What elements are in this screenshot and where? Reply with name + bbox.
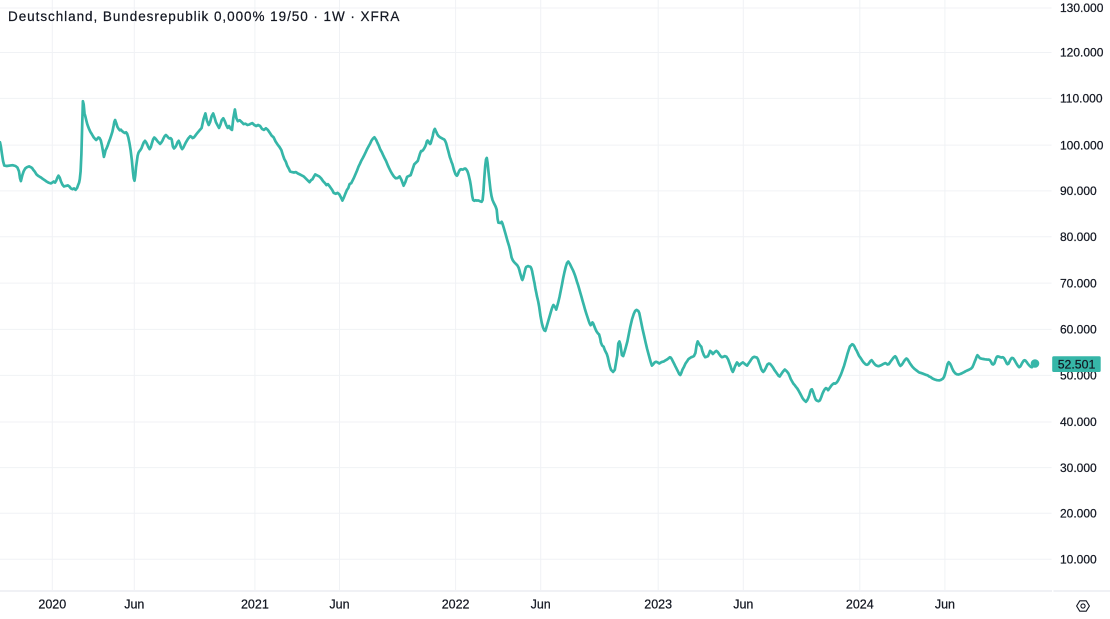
- svg-text:10.000: 10.000: [1060, 553, 1097, 567]
- svg-text:Deutschland, Bundesrepublik 0,: Deutschland, Bundesrepublik 0,000% 19/50…: [8, 9, 400, 24]
- svg-text:30.000: 30.000: [1060, 461, 1097, 475]
- svg-text:2022: 2022: [442, 598, 470, 612]
- svg-text:20.000: 20.000: [1060, 506, 1097, 520]
- svg-text:Jun: Jun: [124, 598, 144, 612]
- svg-text:60.000: 60.000: [1060, 323, 1097, 337]
- svg-text:Jun: Jun: [329, 598, 349, 612]
- svg-text:40.000: 40.000: [1060, 415, 1097, 429]
- svg-text:110.000: 110.000: [1060, 92, 1103, 106]
- svg-text:130.000: 130.000: [1060, 1, 1104, 15]
- svg-text:Jun: Jun: [733, 598, 753, 612]
- svg-text:52.501: 52.501: [1058, 358, 1096, 372]
- svg-text:Jun: Jun: [531, 598, 551, 612]
- svg-text:80.000: 80.000: [1060, 230, 1097, 244]
- svg-text:2020: 2020: [38, 598, 66, 612]
- svg-text:Jun: Jun: [935, 598, 955, 612]
- svg-text:50.000: 50.000: [1060, 369, 1097, 383]
- svg-text:90.000: 90.000: [1060, 184, 1097, 198]
- svg-text:70.000: 70.000: [1060, 276, 1097, 290]
- svg-text:120.000: 120.000: [1060, 46, 1104, 60]
- svg-text:100.000: 100.000: [1060, 138, 1104, 152]
- svg-text:2021: 2021: [241, 598, 269, 612]
- svg-text:2024: 2024: [846, 598, 874, 612]
- svg-text:2023: 2023: [644, 598, 672, 612]
